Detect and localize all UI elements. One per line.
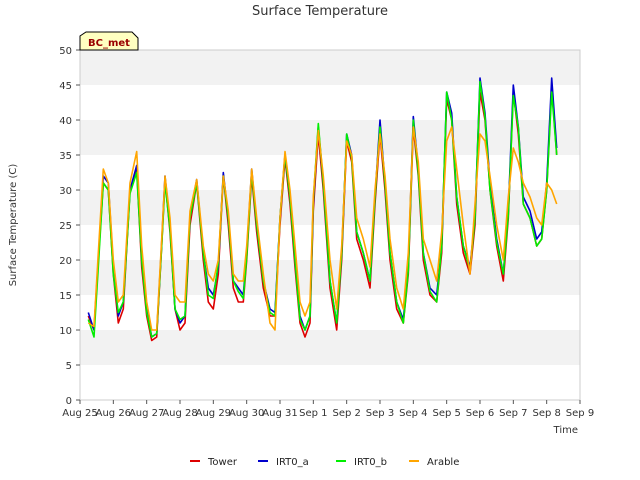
y-tick-label: 50: [59, 46, 72, 57]
grid-band: [80, 155, 580, 190]
series-lines: [87, 77, 558, 342]
series-line-arable: [87, 126, 558, 331]
x-tick-label: Aug 28: [162, 408, 197, 419]
x-tick-label: Sep 4: [399, 408, 427, 419]
badge-label: BC_met: [88, 38, 130, 49]
grid-band: [80, 85, 580, 120]
y-axis: 0 5 10 15 20 25 30 35 40 45 50: [59, 46, 80, 407]
x-tick-label: Sep 5: [432, 408, 460, 419]
x-tick-label: Sep 2: [332, 408, 360, 419]
x-tick-label: Aug 31: [262, 408, 297, 419]
legend-label-irt0-a: IRT0_a: [276, 457, 309, 468]
legend-label-tower: Tower: [207, 457, 238, 468]
grid-band: [80, 120, 580, 155]
grid-band: [80, 295, 580, 330]
x-tick-label: Sep 1: [299, 408, 327, 419]
x-axis-label: Time: [553, 425, 578, 436]
x-tick-label: Aug 26: [96, 408, 131, 419]
y-tick-label: 15: [59, 291, 72, 302]
x-tick-label: Sep 3: [366, 408, 394, 419]
y-tick-label: 45: [59, 81, 72, 92]
x-tick-label: Sep 6: [466, 408, 494, 419]
x-tick-label: Sep 7: [499, 408, 527, 419]
grid-band: [80, 50, 580, 85]
y-tick-label: 30: [59, 186, 72, 197]
x-tick-label: Aug 27: [129, 408, 164, 419]
grid-band: [80, 365, 580, 400]
y-tick-label: 25: [59, 221, 72, 232]
x-tick-label: Sep 8: [532, 408, 560, 419]
y-tick-label: 40: [59, 116, 72, 127]
y-tick-label: 0: [66, 396, 72, 407]
y-tick-label: 10: [59, 326, 72, 337]
badge-box: [79, 31, 139, 51]
x-tick-label: Sep 9: [566, 408, 594, 419]
station-badge: BC_met: [79, 31, 139, 51]
grid-band: [80, 190, 580, 225]
x-tick-label: Aug 25: [62, 408, 97, 419]
legend-label-arable: Arable: [427, 457, 459, 468]
grid-band: [80, 330, 580, 365]
x-tick-label: Aug 29: [196, 408, 231, 419]
y-tick-label: 5: [66, 361, 72, 372]
y-axis-label: Surface Temperature (C): [8, 164, 19, 287]
grid-bands: [80, 50, 580, 400]
chart-title: Surface Temperature: [252, 4, 388, 19]
y-tick-label: 20: [59, 256, 72, 267]
legend: Tower IRT0_a IRT0_b Arable: [190, 457, 459, 468]
y-tick-label: 35: [59, 151, 72, 162]
legend-label-irt0-b: IRT0_b: [354, 457, 387, 468]
x-tick-label: Aug 30: [229, 408, 264, 419]
